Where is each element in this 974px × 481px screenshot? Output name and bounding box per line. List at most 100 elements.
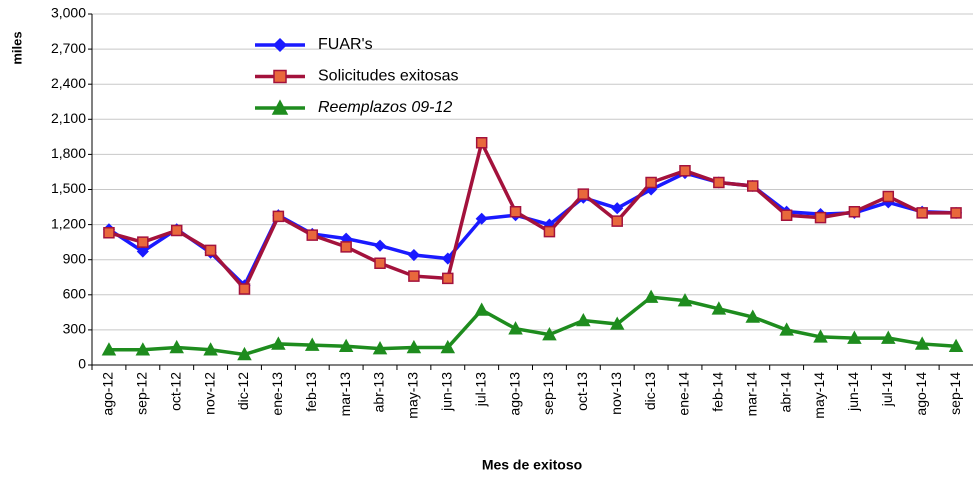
y-tick-label: 900 — [63, 250, 87, 266]
marker — [475, 136, 488, 149]
marker — [711, 301, 727, 315]
marker — [406, 339, 422, 354]
marker — [643, 289, 659, 303]
marker — [272, 210, 285, 223]
x-tick-label: sep-14 — [947, 372, 963, 415]
marker — [338, 338, 354, 353]
x-tick-label: feb-13 — [303, 372, 319, 412]
x-tick-label: nov-12 — [201, 372, 217, 415]
marker — [136, 245, 149, 258]
marker — [271, 99, 289, 115]
y-tick-label: 0 — [78, 356, 86, 372]
marker — [779, 322, 794, 336]
marker — [137, 236, 149, 248]
marker — [882, 190, 895, 203]
marker — [881, 330, 896, 344]
series-line — [108, 137, 957, 293]
marker — [914, 336, 930, 350]
marker — [442, 272, 454, 285]
x-tick-label: dic-13 — [642, 372, 658, 410]
x-tick-label: jun-13 — [438, 372, 454, 412]
marker — [508, 321, 523, 335]
y-tick-label: 1,200 — [51, 215, 86, 231]
x-tick-label: abr-13 — [371, 372, 387, 413]
marker — [745, 309, 761, 323]
marker — [713, 176, 725, 189]
marker — [747, 180, 759, 192]
x-tick-label: mar-13 — [337, 372, 353, 417]
marker — [611, 215, 623, 227]
x-tick-label: mar-14 — [743, 372, 759, 417]
x-tick-label: oct-13 — [574, 372, 590, 411]
marker — [304, 337, 320, 351]
marker — [609, 316, 625, 330]
x-tick-label: ene-13 — [269, 372, 285, 416]
marker — [948, 338, 964, 353]
y-tick-label: 2,100 — [51, 110, 86, 126]
x-tick-label: jul-13 — [472, 372, 488, 407]
marker — [271, 336, 286, 350]
legend-label: Solicitudes exitosas — [318, 68, 459, 85]
marker — [272, 37, 288, 53]
marker — [475, 212, 488, 225]
x-axis-label: Mes de exitoso — [482, 457, 582, 473]
marker — [170, 224, 183, 237]
marker — [645, 176, 657, 189]
legend-label: FUAR's — [318, 36, 373, 53]
x-tick-label: may-13 — [405, 372, 421, 419]
marker — [440, 339, 456, 354]
marker — [204, 244, 217, 257]
marker — [203, 342, 218, 356]
marker — [101, 342, 117, 356]
marker — [169, 339, 184, 354]
x-tick-label: sep-12 — [134, 372, 150, 415]
marker — [814, 211, 827, 224]
marker — [577, 188, 590, 200]
marker — [407, 248, 420, 262]
y-tick-label: 1,800 — [51, 145, 86, 161]
x-tick-label: dic-12 — [235, 372, 251, 410]
marker — [373, 239, 387, 252]
x-tick-label: may-14 — [811, 372, 827, 419]
marker — [441, 252, 454, 265]
y-tick-label: 3,000 — [51, 5, 86, 21]
marker — [103, 227, 115, 239]
marker — [950, 207, 962, 219]
x-tick-label: abr-14 — [777, 372, 793, 413]
x-tick-label: ago-12 — [100, 372, 116, 416]
marker — [848, 205, 861, 218]
marker — [306, 229, 318, 241]
x-tick-label: oct-12 — [167, 372, 183, 411]
marker — [542, 327, 557, 341]
x-tick-label: jul-14 — [879, 372, 895, 407]
y-axis-label: miles — [9, 31, 24, 64]
marker — [576, 312, 591, 327]
marker — [238, 283, 251, 295]
marker — [340, 241, 352, 253]
marker — [408, 270, 420, 282]
marker — [372, 341, 388, 355]
y-tick-label: 2,400 — [51, 75, 86, 91]
marker — [780, 209, 793, 221]
x-tick-label: nov-13 — [608, 372, 624, 415]
y-tick-label: 2,700 — [51, 40, 86, 56]
legend-label: Reemplazos 09-12 — [318, 99, 452, 116]
marker — [679, 165, 691, 177]
marker — [847, 330, 862, 344]
y-tick-label: 600 — [63, 286, 87, 302]
y-tick-label: 1,500 — [51, 180, 86, 196]
marker — [611, 202, 624, 215]
marker — [135, 342, 151, 356]
y-tick-label: 300 — [63, 321, 87, 337]
marker — [543, 225, 556, 238]
series-line — [108, 295, 957, 357]
marker — [474, 302, 489, 316]
x-tick-label: ene-14 — [676, 372, 692, 416]
x-tick-label: jun-14 — [845, 372, 861, 412]
x-tick-label: sep-13 — [540, 372, 556, 415]
marker — [916, 207, 928, 219]
x-tick-label: ago-13 — [506, 372, 522, 416]
x-tick-label: feb-14 — [710, 372, 726, 412]
marker — [374, 257, 386, 269]
marker — [237, 346, 252, 361]
